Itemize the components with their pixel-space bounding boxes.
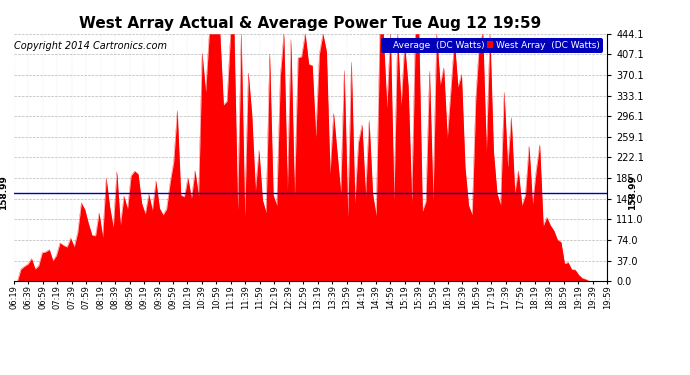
Text: Copyright 2014 Cartronics.com: Copyright 2014 Cartronics.com	[14, 41, 168, 51]
Text: 158.99: 158.99	[0, 175, 8, 210]
Text: 158.99: 158.99	[628, 175, 637, 210]
Title: West Array Actual & Average Power Tue Aug 12 19:59: West Array Actual & Average Power Tue Au…	[79, 16, 542, 31]
Legend: Average  (DC Watts), West Array  (DC Watts): Average (DC Watts), West Array (DC Watts…	[381, 38, 602, 53]
